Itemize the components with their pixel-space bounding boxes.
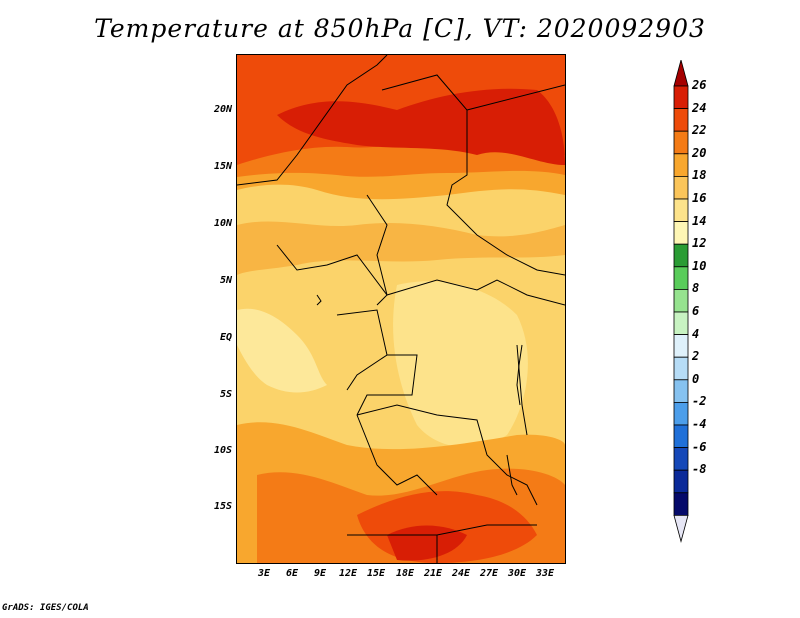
colorbar-swatch [673,311,689,336]
country-borders [237,55,565,563]
colorbar-swatch [673,153,689,177]
band-19 [237,221,565,275]
colorbar-swatch [673,221,689,245]
chart-title: Temperature at 850hPa [C], VT: 202009290… [94,14,706,43]
y-tick-label: 15N [213,161,232,172]
y-tick-label: 20N [213,104,232,115]
colorbar-swatch [673,379,689,403]
x-tick-label: 24E [451,568,471,579]
x-tick-label: 21E [423,568,443,579]
band-coast-cool [237,308,327,393]
band-26 [277,88,565,165]
x-tick-label: 6E [285,568,299,579]
y-tick-label: 5N [219,275,232,286]
x-tick-label: 15E [366,568,386,579]
colorbar-label: 4 [692,326,700,341]
map-panel [236,54,566,564]
colorbar-swatch [673,176,689,200]
colorbar-swatch [673,85,689,110]
x-tick-label: 9E [313,568,327,579]
colorbar-label: -4 [692,417,707,431]
colorbar-swatch [673,356,689,381]
y-tick-label: 5S [219,389,232,400]
x-tick-label: 18E [395,568,415,579]
colorbar-label: 24 [692,100,707,115]
colorbar-label: -2 [692,394,707,409]
colorbar-label: 2 [692,349,700,364]
colorbar-top-arrow [673,60,689,87]
colorbar-swatch [673,130,689,155]
colorbar-swatch [673,266,689,290]
colorbar-label: 26 [692,78,707,92]
x-tick-label: 3E [257,568,271,579]
colorbar-swatch [673,108,689,132]
colorbar-label: 16 [692,191,707,205]
colorbar-swatch [673,243,689,268]
colorbar-label: 8 [692,281,700,296]
y-tick-label: 15S [213,501,232,512]
y-tick-label: EQ [219,332,232,343]
colorbar-label: 14 [692,213,707,228]
colorbar-swatch [673,198,689,223]
colorbar-swatch [673,401,689,426]
colorbar-label: 20 [692,145,707,160]
y-tick-label: 10N [213,218,232,229]
band-south-26 [387,525,467,561]
colorbar-swatch [673,334,689,358]
colorbar-bottom-arrow [673,514,689,543]
colorbar-label: 22 [692,123,707,138]
colorbar-label: 0 [692,371,700,386]
colorbar [673,60,689,543]
colorbar-swatch [673,424,689,449]
temperature-field [237,55,565,563]
x-tick-label: 33E [535,568,555,579]
colorbar-label: 18 [692,168,707,183]
band-congo-basin [393,281,528,448]
y-tick-label: 10S [213,445,232,456]
colorbar-swatch [673,469,689,494]
x-tick-label: 12E [338,568,358,579]
colorbar-label: 10 [692,258,707,273]
colorbar-label: 6 [692,304,700,318]
colorbar-label: 12 [692,236,707,251]
colorbar-label: -6 [692,439,707,454]
credit-text: GrADS: IGES/COLA [2,603,89,613]
colorbar-swatch [673,492,689,516]
colorbar-label: -8 [692,462,707,477]
colorbar-swatch [673,447,689,471]
colorbar-swatch [673,288,689,313]
x-tick-label: 30E [507,568,527,579]
lakes [316,294,523,496]
x-tick-label: 27E [479,568,499,579]
